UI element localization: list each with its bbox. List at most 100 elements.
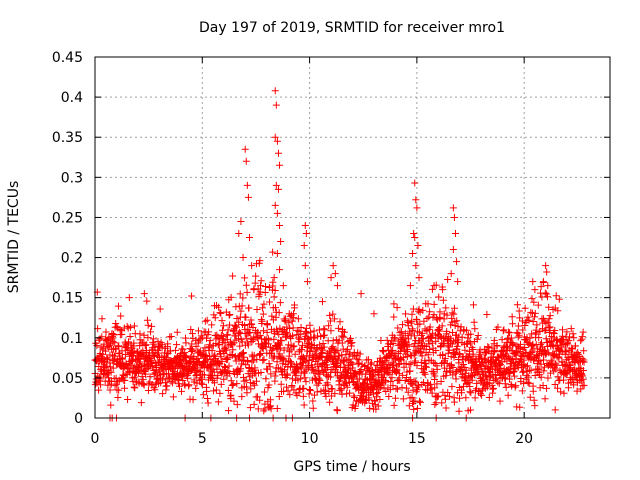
data-point bbox=[469, 301, 477, 309]
data-point bbox=[499, 327, 507, 335]
data-point bbox=[192, 384, 200, 392]
data-point bbox=[450, 304, 458, 312]
data-point bbox=[235, 318, 243, 326]
data-point bbox=[251, 279, 259, 287]
y-tick-label: 0.15 bbox=[52, 291, 83, 307]
data-point bbox=[423, 314, 431, 322]
data-point bbox=[529, 387, 537, 395]
data-point bbox=[324, 381, 332, 389]
data-point bbox=[185, 382, 193, 390]
data-point bbox=[321, 326, 329, 334]
data-point bbox=[545, 303, 553, 311]
data-point bbox=[225, 407, 233, 415]
data-point bbox=[544, 374, 552, 382]
data-point bbox=[302, 378, 310, 386]
data-point bbox=[458, 389, 466, 397]
data-point bbox=[246, 234, 253, 241]
data-point bbox=[232, 323, 240, 331]
data-point bbox=[539, 381, 547, 389]
data-point bbox=[194, 354, 202, 362]
data-point bbox=[329, 343, 337, 351]
data-point bbox=[443, 311, 451, 319]
data-point bbox=[242, 334, 250, 342]
data-point bbox=[306, 386, 314, 394]
data-point bbox=[490, 348, 498, 356]
data-point bbox=[555, 295, 563, 303]
data-point bbox=[208, 347, 216, 355]
data-point bbox=[304, 342, 312, 350]
data-point bbox=[426, 346, 434, 354]
data-point bbox=[114, 378, 122, 386]
data-point bbox=[334, 324, 342, 332]
data-point bbox=[443, 367, 451, 375]
data-point bbox=[256, 282, 264, 290]
data-point bbox=[146, 355, 154, 363]
data-point bbox=[515, 331, 523, 339]
data-point bbox=[273, 358, 281, 366]
data-point bbox=[542, 262, 550, 270]
data-point bbox=[452, 375, 460, 383]
data-point bbox=[239, 349, 247, 357]
data-point bbox=[118, 330, 126, 338]
data-point bbox=[531, 313, 539, 321]
data-point bbox=[130, 339, 138, 347]
data-point bbox=[409, 327, 417, 335]
data-point bbox=[439, 296, 447, 304]
data-point bbox=[217, 309, 225, 317]
data-point bbox=[223, 356, 231, 364]
data-point bbox=[115, 342, 123, 350]
data-point bbox=[478, 386, 486, 394]
x-tick-label: 20 bbox=[515, 431, 533, 447]
data-point bbox=[386, 370, 394, 378]
data-point bbox=[370, 310, 378, 318]
data-point bbox=[326, 317, 334, 325]
data-point bbox=[505, 328, 513, 336]
data-point bbox=[443, 327, 451, 335]
data-point bbox=[250, 400, 258, 408]
data-point bbox=[474, 367, 482, 375]
y-tick-label: 0.2 bbox=[61, 251, 83, 267]
data-point bbox=[340, 333, 348, 341]
data-point bbox=[104, 355, 112, 363]
data-point bbox=[483, 310, 491, 318]
data-point bbox=[224, 326, 232, 334]
data-point bbox=[399, 395, 407, 403]
data-point bbox=[294, 315, 302, 323]
data-point bbox=[402, 373, 410, 381]
data-point bbox=[352, 370, 360, 378]
data-point bbox=[432, 346, 440, 354]
data-point bbox=[343, 345, 351, 353]
data-point bbox=[276, 161, 284, 169]
data-point bbox=[539, 278, 547, 286]
data-point bbox=[560, 389, 568, 397]
data-points bbox=[91, 87, 588, 422]
data-point bbox=[316, 370, 324, 378]
data-point bbox=[261, 388, 269, 396]
data-point bbox=[543, 293, 551, 301]
data-point bbox=[186, 358, 194, 366]
data-point bbox=[290, 304, 298, 312]
data-point bbox=[296, 346, 304, 354]
data-point bbox=[444, 389, 452, 397]
data-point bbox=[167, 333, 175, 341]
data-point bbox=[393, 304, 401, 312]
data-point bbox=[450, 310, 458, 318]
data-point bbox=[473, 379, 481, 387]
data-point bbox=[188, 292, 196, 300]
data-point bbox=[504, 391, 512, 399]
data-point bbox=[161, 379, 169, 387]
data-point bbox=[250, 356, 258, 364]
data-point bbox=[412, 196, 420, 204]
data-point bbox=[272, 181, 280, 189]
data-point bbox=[104, 374, 112, 382]
data-point bbox=[455, 350, 463, 358]
data-point bbox=[573, 354, 581, 362]
data-point bbox=[429, 329, 437, 337]
data-point bbox=[283, 371, 291, 379]
data-point bbox=[248, 337, 256, 345]
data-point bbox=[305, 390, 313, 398]
data-point bbox=[198, 380, 206, 388]
data-point bbox=[347, 342, 355, 350]
